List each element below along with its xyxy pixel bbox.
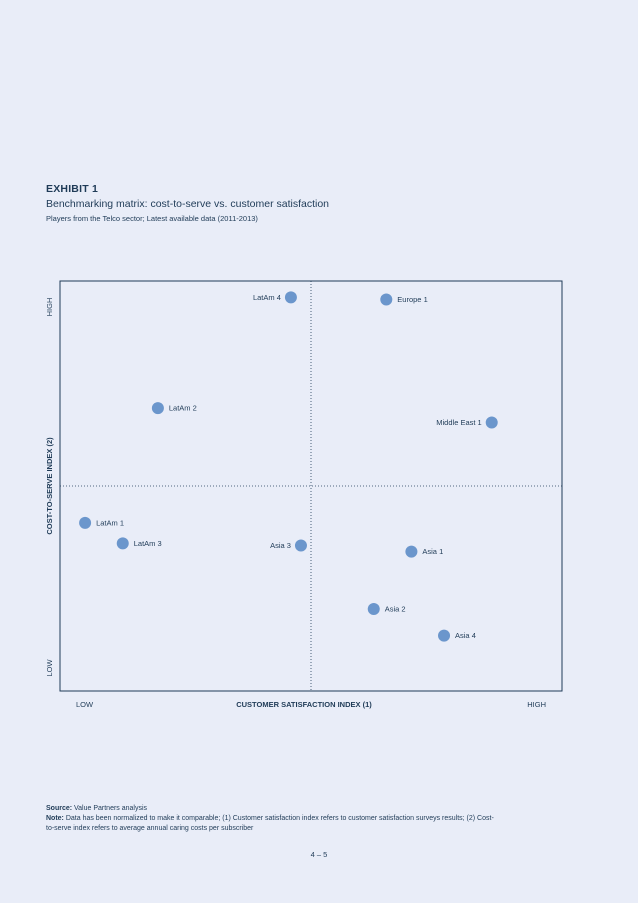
data-point-marker (380, 293, 393, 306)
data-point-marker (438, 629, 451, 642)
exhibit-header: EXHIBIT 1 Benchmarking matrix: cost-to-s… (46, 183, 606, 223)
note-text: Data has been normalized to make it comp… (46, 815, 494, 832)
data-point-marker (284, 291, 297, 304)
x-axis-high-label: HIGH (527, 700, 546, 709)
data-point-marker (294, 539, 307, 552)
data-point-marker (116, 537, 129, 550)
data-point-label: Asia 3 (270, 541, 291, 550)
data-point-label: LatAm 1 (96, 518, 124, 527)
page-number: 4 – 5 (310, 850, 328, 859)
data-point-marker (405, 545, 418, 558)
x-axis-low-label: LOW (76, 700, 94, 709)
data-points: LatAm 4 Europe 1 LatAm 2 Middle East 1 LatAm… (79, 291, 498, 642)
exhibit-title: Benchmarking matrix: cost-to-serve vs. c… (46, 198, 330, 210)
data-point-label: Asia 2 (385, 605, 406, 614)
y-axis-title: COST-TO-SERVE INDEX (2) (45, 437, 54, 535)
data-point-label: Asia 4 (455, 631, 476, 640)
data-point-marker (485, 416, 498, 429)
data-point-label: LatAm 2 (169, 404, 197, 413)
data-point-label: Middle East 1 (436, 418, 481, 427)
data-point-marker (151, 402, 164, 415)
data-point-marker (79, 516, 92, 529)
data-point-marker (367, 603, 380, 615)
data-point-label: Asia 1 (422, 547, 443, 556)
note-label: Note: (46, 815, 64, 822)
source-label: Source: (46, 805, 73, 812)
source-line: Source: Value Partners analysis (46, 804, 496, 814)
data-point-label: LatAm 4 (253, 293, 281, 302)
footnotes: Source: Value Partners analysis Note: Da… (46, 804, 496, 834)
data-point-label: LatAm 3 (134, 539, 162, 548)
data-point-label: Europe 1 (397, 295, 427, 304)
y-axis-low-label: LOW (45, 659, 54, 677)
note-line: Note: Data has been normalized to make i… (46, 814, 496, 834)
x-axis-title: CUSTOMER SATISFACTION INDEX (1) (236, 700, 372, 709)
exhibit-label: EXHIBIT 1 (46, 183, 98, 195)
exhibit-subtitle: Players from the Telco sector; Latest av… (46, 214, 258, 223)
source-text: Value Partners analysis (72, 805, 148, 812)
y-axis-high-label: HIGH (45, 298, 54, 317)
